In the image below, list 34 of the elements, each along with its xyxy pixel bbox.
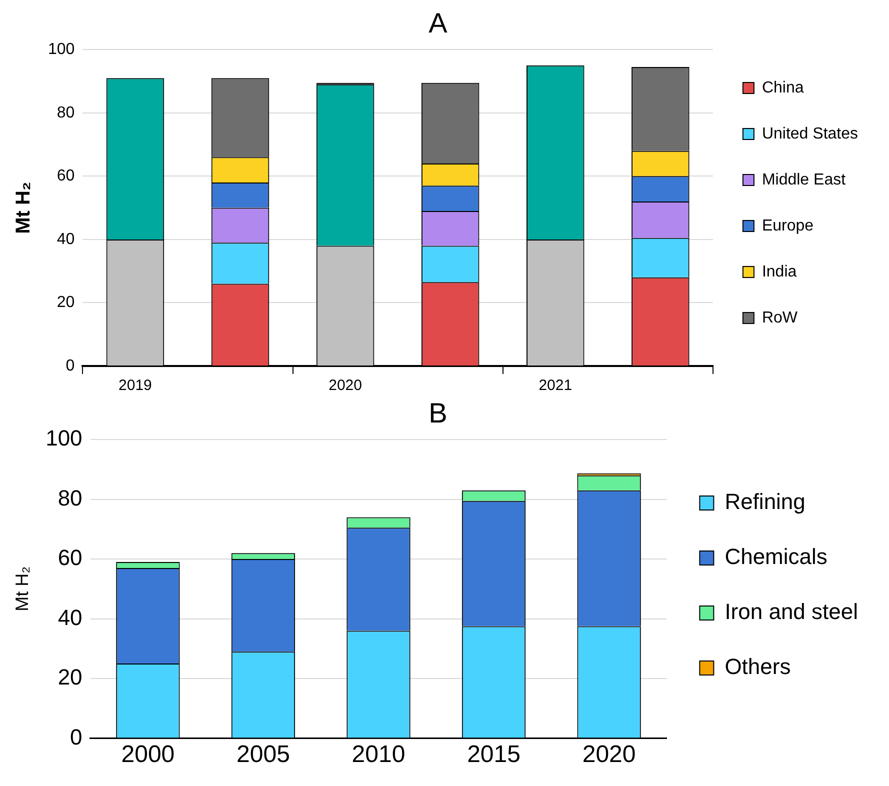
y-tick-label: 20 [58,664,82,690]
y-tick-label: 0 [66,357,75,374]
y-tick-label: 60 [56,168,75,185]
y-tick-label: 100 [48,41,75,58]
legend-label: Iron and steel [724,599,858,624]
y-tick-label: 0 [70,724,82,750]
x-tick-label: 2021 [538,377,572,394]
x-tick-label: 2020 [328,377,362,394]
y-tick-label: 60 [58,545,82,570]
y-tick-label: 80 [56,104,75,122]
x-tick-label: 2005 [236,741,290,768]
chart-title: A [428,8,448,39]
y-axis-title: Mt H₂ [12,182,35,234]
legend-label: RoW [762,309,798,326]
y-tick-label: 100 [46,426,82,451]
legend-label: Middle East [762,171,846,188]
x-tick-label: 2010 [352,741,406,768]
x-tick-label: 2020 [582,741,636,768]
legend-label: United States [762,125,858,142]
y-axis-title: Mt H₂ [12,566,32,612]
y-tick-label: 80 [58,485,82,510]
legend-label: Chemicals [724,544,828,570]
y-tick-label: 40 [58,604,82,630]
legend-label: Europe [762,217,814,234]
x-tick-label: 2000 [121,741,175,768]
chart-title: B [428,398,448,429]
y-tick-label: 40 [56,230,75,248]
y-tick-label: 20 [56,294,75,312]
legend-label: Others [724,654,791,680]
x-tick-label: 2019 [118,377,152,394]
legend-label: India [762,263,797,280]
x-tick-label: 2015 [467,741,520,768]
legend-label: China [762,79,804,96]
legend-label: Refining [724,489,806,514]
